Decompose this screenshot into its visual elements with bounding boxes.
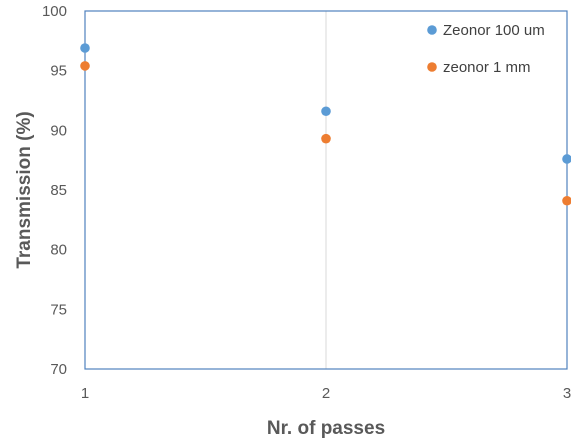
point-series1-1 [321, 133, 331, 144]
y-tick-label-1: 75 [50, 301, 67, 318]
point-series1-2 [562, 195, 571, 206]
y-tick-label-0: 70 [50, 361, 67, 378]
x-tick-label-1: 2 [322, 385, 330, 402]
y-tick-label-5: 95 [50, 63, 67, 80]
point-series0-1 [321, 106, 331, 117]
y-tick-label-4: 90 [50, 122, 67, 139]
legend-label-1: zeonor 1 mm [443, 59, 531, 76]
y-axis-ticks: 70 75 80 85 90 95 100 [42, 3, 67, 378]
y-axis-title: Transmission (%) [14, 111, 35, 268]
point-series1-0 [80, 61, 90, 71]
y-tick-label-2: 80 [50, 242, 67, 259]
x-axis-title: Nr. of passes [267, 418, 385, 439]
x-axis-ticks: 1 2 3 [81, 385, 571, 402]
legend: Zeonor 100 um zeonor 1 mm [427, 22, 545, 76]
y-tick-label-6: 100 [42, 3, 67, 20]
y-tick-label-3: 85 [50, 182, 67, 199]
data-points [80, 43, 571, 206]
point-series0-2 [562, 154, 571, 164]
plot-area [84, 10, 568, 370]
point-series0-0 [80, 43, 90, 53]
x-tick-label-2: 3 [563, 385, 571, 402]
legend-marker-0 [427, 25, 437, 35]
x-tick-label-0: 1 [81, 385, 89, 402]
legend-label-0: Zeonor 100 um [443, 22, 545, 39]
legend-marker-1 [427, 62, 437, 72]
